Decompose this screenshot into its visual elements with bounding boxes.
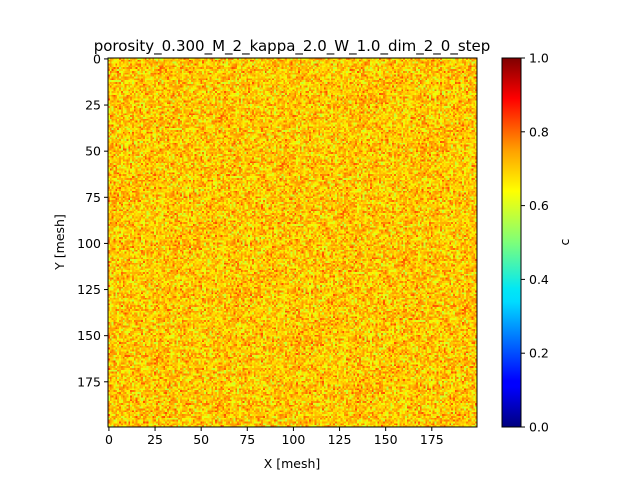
x-tick-label: 75 — [239, 432, 255, 447]
x-tick-label: 175 — [420, 432, 444, 447]
colorbar-tick-label: 0.8 — [529, 124, 549, 139]
x-tick-label: 0 — [105, 432, 113, 447]
colorbar: 0.0 0.2 0.4 0.6 0.8 1.0 c — [501, 51, 572, 435]
y-tick-label: 150 — [77, 328, 101, 343]
colorbar-tick-label: 0.0 — [529, 420, 549, 435]
y-axis: 0 25 50 75 100 125 150 175 — [77, 51, 108, 389]
y-tick-label: 75 — [85, 190, 101, 205]
y-tick-label: 25 — [85, 98, 101, 113]
y-tick-label: 0 — [93, 51, 101, 66]
plot-frame — [107, 57, 478, 428]
y-tick-label: 100 — [77, 236, 101, 251]
chart-title: porosity_0.300_M_2_kappa_2.0_W_1.0_dim_2… — [94, 37, 491, 56]
x-axis-label: X [mesh] — [264, 456, 321, 471]
colorbar-tick-label: 1.0 — [529, 51, 549, 66]
x-tick-label: 150 — [374, 432, 398, 447]
x-axis: 0 25 50 75 100 125 150 175 — [105, 427, 444, 447]
heatmap-plot-area — [107, 57, 478, 428]
colorbar-label: c — [557, 238, 572, 245]
y-tick-label: 175 — [77, 374, 101, 389]
colorbar-ticks: 0.0 0.2 0.4 0.6 0.8 1.0 — [521, 51, 549, 435]
y-axis-label: Y [mesh] — [52, 214, 67, 271]
x-tick-label: 50 — [193, 432, 209, 447]
x-tick-label: 100 — [281, 432, 305, 447]
colorbar-tick-label: 0.2 — [529, 346, 549, 361]
y-tick-label: 125 — [77, 282, 101, 297]
colorbar-tick-label: 0.4 — [529, 272, 549, 287]
colorbar-tick-label: 0.6 — [529, 198, 549, 213]
y-tick-label: 50 — [85, 144, 101, 159]
heatmap-image — [108, 58, 477, 427]
x-tick-label: 125 — [328, 432, 352, 447]
colorbar-gradient — [501, 57, 522, 428]
x-tick-label: 25 — [147, 432, 163, 447]
